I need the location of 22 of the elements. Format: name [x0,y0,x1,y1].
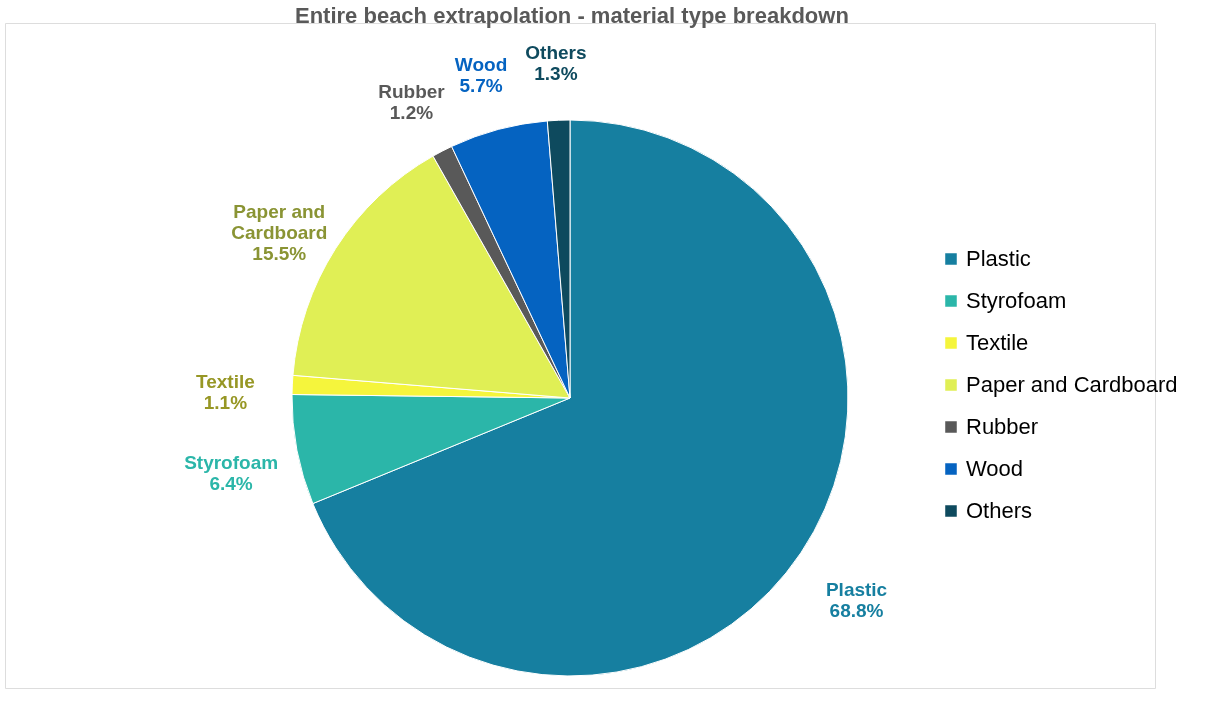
data-label: 1.2% [389,101,434,123]
slice-label: Plastic [825,579,888,601]
data-label: 15.5% [252,243,307,265]
slice-label: Others [525,42,587,64]
data-label: 5.7% [459,74,503,96]
chart-title: Entire beach extrapolation - material type breakdown [295,3,849,28]
slice-label: Wood [454,53,508,75]
data-label: 1.1% [203,391,248,413]
data-label: 1.3% [534,63,578,85]
legend-label: Rubber [966,414,1039,439]
legend-label: Plastic [966,246,1031,271]
slice-label: Rubber [378,80,446,102]
slice-label: Styrofoam [184,451,279,473]
slice-label: Textile [195,370,255,392]
data-label: 68.8% [829,600,884,622]
legend-label: Styrofoam [966,288,1067,313]
legend-label: Wood [966,456,1024,481]
legend-label: Textile [966,330,1029,355]
data-label: 6.4% [209,472,253,494]
slice-label: Paper and Cardboard [231,201,328,244]
legend-label: Paper and Cardboard [966,372,1178,397]
legend-label: Others [966,498,1033,523]
